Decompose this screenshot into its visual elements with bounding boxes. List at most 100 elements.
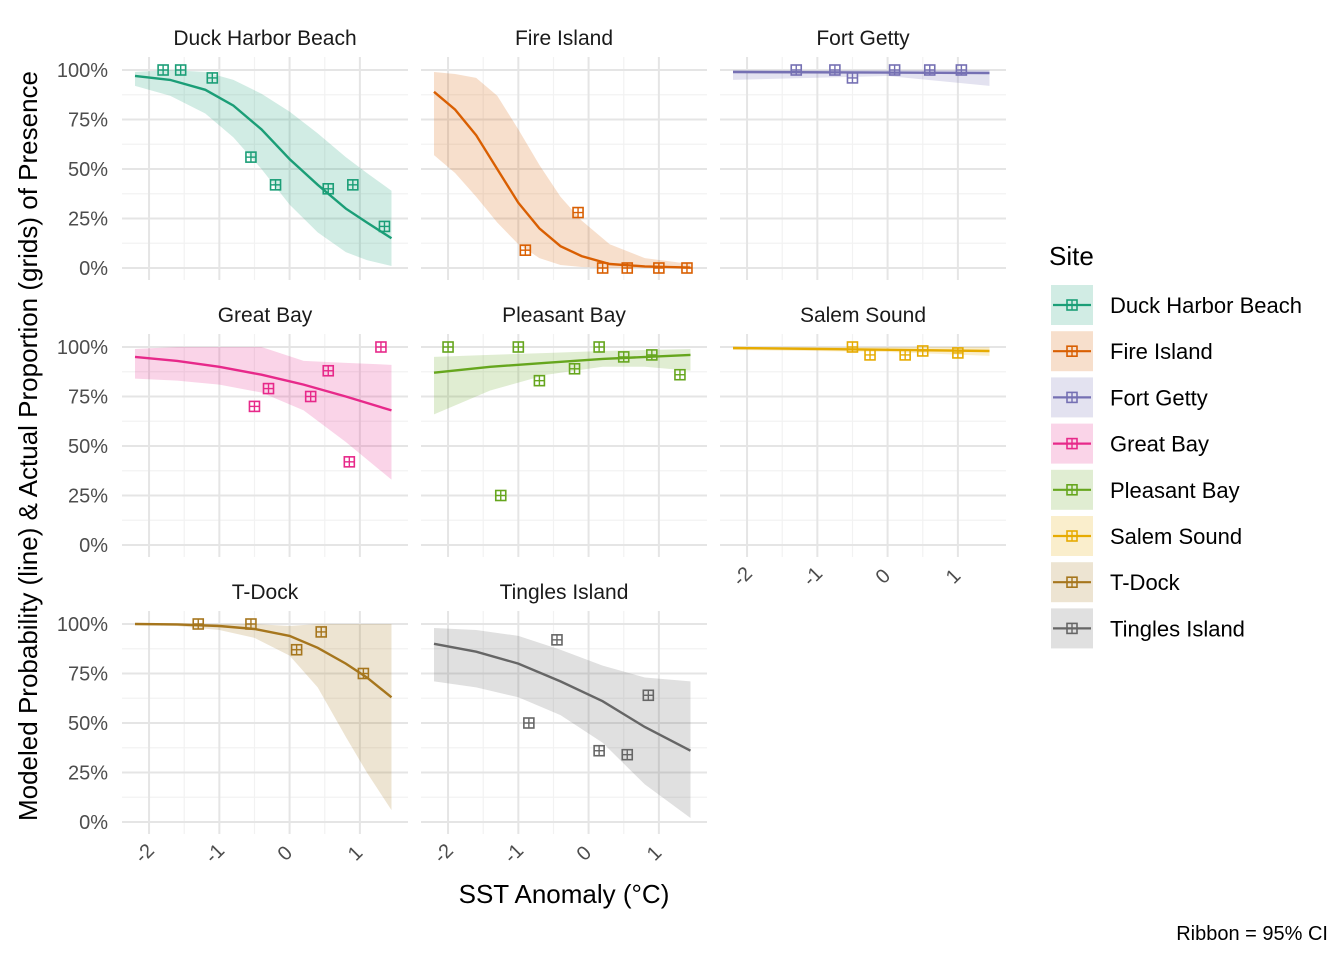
x-tick-label: -1 xyxy=(201,840,229,868)
data-point xyxy=(642,689,655,702)
facet-panels: Duck Harbor Beach Fire Island Fort Getty Gr… xyxy=(122,27,1006,834)
gridlines xyxy=(122,57,408,280)
panel-salem-sound: Salem Sound xyxy=(720,304,1006,557)
facet-title: Tingles Island xyxy=(500,581,629,604)
y-tick-label: 100% xyxy=(57,60,108,82)
data-point xyxy=(899,349,911,361)
data-point xyxy=(829,64,841,76)
panel-pleasant-bay: Pleasant Bay xyxy=(421,304,707,557)
y-tick-label: 50% xyxy=(68,713,108,735)
legend-item: Fort Getty xyxy=(1051,377,1208,418)
data-point xyxy=(533,374,546,387)
data-point xyxy=(375,341,387,353)
data-point xyxy=(617,351,630,363)
data-point xyxy=(593,744,605,757)
y-tick-label: 75% xyxy=(68,110,108,132)
data-point xyxy=(864,349,876,361)
legend-item: Duck Harbor Beach xyxy=(1051,285,1302,325)
data-point xyxy=(955,64,968,76)
gridlines xyxy=(720,57,1006,280)
facet-title: Great Bay xyxy=(218,304,313,327)
data-point xyxy=(315,626,328,638)
data-point xyxy=(262,382,275,395)
y-tick-label: 100% xyxy=(57,337,108,359)
ci-ribbon xyxy=(434,71,691,268)
data-point xyxy=(572,206,584,219)
y-tick-label: 25% xyxy=(68,486,108,508)
gridlines xyxy=(122,611,408,834)
panel-fire-island: Fire Island xyxy=(421,27,707,280)
data-point xyxy=(568,362,581,375)
ci-ribbon xyxy=(135,70,392,267)
data-point xyxy=(304,390,317,403)
legend-label: Duck Harbor Beach xyxy=(1110,293,1302,318)
legend-label: Great Bay xyxy=(1110,432,1209,457)
model-curve xyxy=(134,74,393,240)
gridlines xyxy=(720,334,1006,557)
legend-label: Fire Island xyxy=(1110,339,1213,364)
y-tick-label: 50% xyxy=(68,436,108,458)
x-tick-label: -2 xyxy=(430,840,458,868)
facet-title: Fort Getty xyxy=(816,27,910,50)
panel-tingles-island: Tingles Island xyxy=(421,581,707,834)
data-point xyxy=(245,151,257,163)
gridlines xyxy=(122,334,408,557)
y-tick-label: 75% xyxy=(68,387,108,409)
legend-item: Great Bay xyxy=(1051,423,1209,464)
data-point xyxy=(888,64,901,76)
data-point xyxy=(621,262,634,274)
data-point xyxy=(378,220,391,233)
data-point xyxy=(681,262,693,274)
y-tick-label: 100% xyxy=(57,614,108,636)
facet-title: Duck Harbor Beach xyxy=(173,27,356,50)
data-point xyxy=(523,717,535,729)
gridlines xyxy=(421,334,707,557)
data-point xyxy=(923,64,936,76)
y-tick-label: 25% xyxy=(68,209,108,231)
legend-items: Duck Harbor Beach Fire Island Fort Getty Gr… xyxy=(1051,285,1302,649)
facet-title: Pleasant Bay xyxy=(502,304,626,327)
data-point xyxy=(174,64,187,76)
legend-item: Fire Island xyxy=(1051,331,1213,372)
data-point xyxy=(248,400,261,413)
legend-label: Tingles Island xyxy=(1110,616,1245,641)
ci-ribbon xyxy=(135,347,392,480)
panel-great-bay: Great Bay xyxy=(122,304,408,557)
data-point xyxy=(846,341,859,353)
legend-item: Salem Sound xyxy=(1051,516,1242,556)
y-tick-label: 25% xyxy=(68,763,108,785)
data-point xyxy=(343,456,356,468)
x-tick-label: -2 xyxy=(131,840,159,868)
facet-title: Fire Island xyxy=(515,27,613,50)
data-point xyxy=(621,748,634,761)
y-tick-label: 0% xyxy=(79,812,108,834)
y-tick-label: 0% xyxy=(79,258,108,280)
y-tick-label: 50% xyxy=(68,159,108,181)
data-point xyxy=(494,489,507,502)
legend-item: Pleasant Bay xyxy=(1051,469,1240,510)
panel-t-dock: T-Dock xyxy=(122,581,408,834)
x-tick-label: -2 xyxy=(729,563,757,591)
data-point xyxy=(245,618,257,630)
gridlines xyxy=(421,611,707,834)
x-axis-label: SST Anomaly (°C) xyxy=(459,879,670,909)
data-point xyxy=(846,72,859,84)
data-point xyxy=(157,64,169,76)
data-point xyxy=(790,64,803,76)
data-point xyxy=(322,183,335,195)
x-tick-label: 1 xyxy=(643,842,666,865)
data-point xyxy=(192,618,205,630)
data-point xyxy=(512,341,525,353)
legend: Site Duck Harbor Beach Fire Island Fort Ge… xyxy=(1049,241,1302,649)
data-point xyxy=(551,634,563,646)
ci-ribbon xyxy=(135,624,392,811)
legend-label: T-Dock xyxy=(1110,570,1181,595)
x-tick-label: 0 xyxy=(872,565,895,588)
legend-item: T-Dock xyxy=(1051,562,1181,603)
data-point xyxy=(519,244,532,256)
legend-label: Fort Getty xyxy=(1110,385,1208,410)
data-point xyxy=(357,667,370,680)
data-point xyxy=(593,341,605,353)
x-tick-label: 1 xyxy=(942,565,965,588)
model-curve xyxy=(433,90,691,269)
